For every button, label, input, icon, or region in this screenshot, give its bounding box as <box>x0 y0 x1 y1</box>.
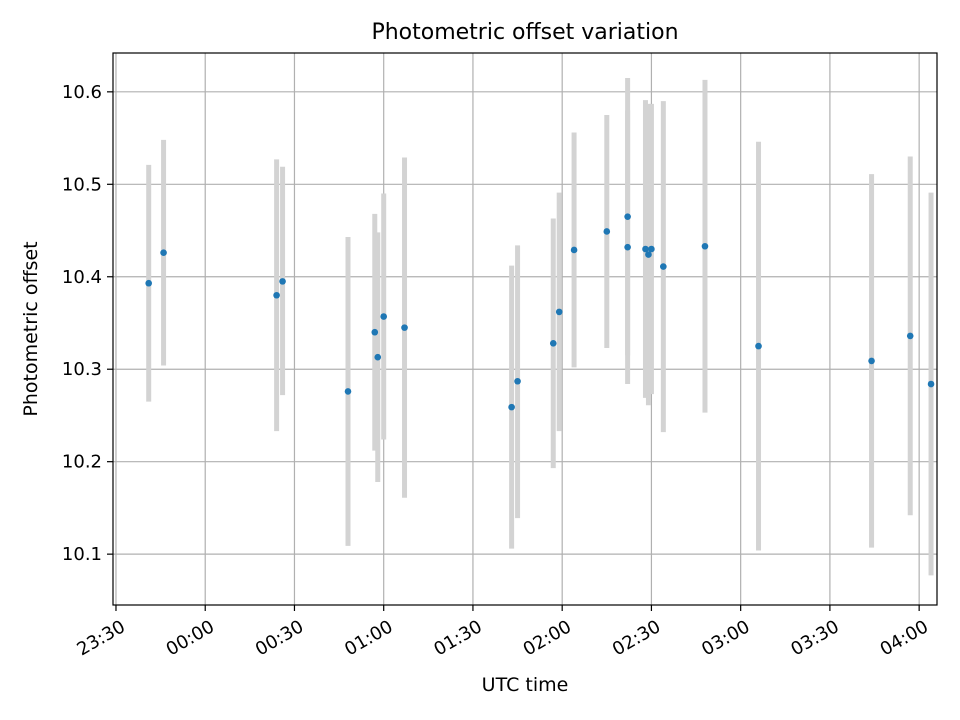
data-point <box>927 380 935 388</box>
data-point <box>624 243 631 251</box>
chart-title: Photometric offset variation <box>371 20 678 45</box>
data-point <box>160 249 167 257</box>
data-point <box>344 388 352 395</box>
y-tick-label: 10.6 <box>62 82 102 103</box>
data-point <box>549 340 557 347</box>
y-tick-label: 10.4 <box>62 267 102 288</box>
data-point <box>145 279 152 287</box>
y-tick-label: 10.5 <box>62 174 102 195</box>
data-point <box>701 242 709 250</box>
data-point <box>401 324 408 331</box>
plot-frame <box>112 52 938 606</box>
data-point <box>868 357 875 365</box>
data-point <box>624 213 631 220</box>
data-point <box>374 353 382 361</box>
y-tick-label: 10.1 <box>62 544 102 565</box>
data-point <box>642 245 649 253</box>
data-point <box>660 263 667 270</box>
data-point <box>570 246 578 254</box>
y-tick-label: 10.2 <box>62 452 102 473</box>
data-point <box>380 313 388 320</box>
marker-layer <box>145 213 935 411</box>
data-point <box>906 332 914 340</box>
data-point <box>273 291 280 299</box>
data-point <box>645 251 652 258</box>
data-point <box>279 278 286 285</box>
data-point <box>514 377 521 385</box>
data-point <box>603 228 611 235</box>
data-point <box>648 245 655 253</box>
data-point <box>508 403 515 411</box>
data-point <box>371 328 379 336</box>
grid-layer <box>113 53 937 605</box>
y-tick-label: 10.3 <box>62 359 102 380</box>
x-axis-label: UTC time <box>482 674 569 696</box>
data-point <box>555 308 563 316</box>
y-axis-label: Photometric offset <box>20 241 42 416</box>
data-point <box>755 342 762 350</box>
